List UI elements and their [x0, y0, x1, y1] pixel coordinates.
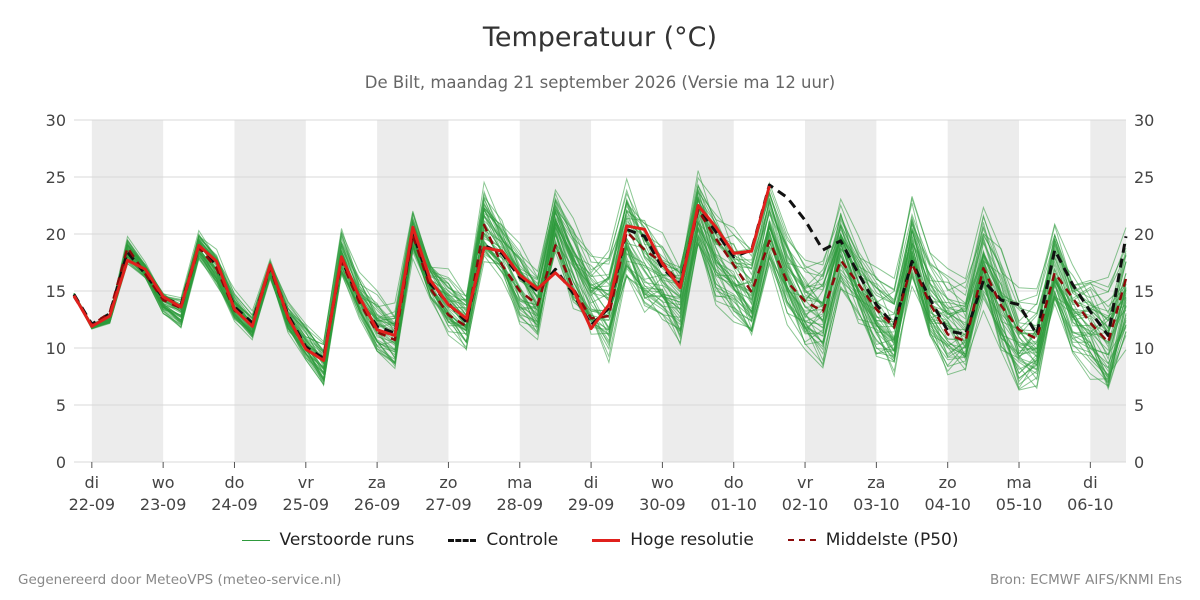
legend-item-high-res[interactable]: Hoge resolutie: [592, 530, 754, 550]
legend-item-control[interactable]: Controle: [448, 530, 558, 550]
x-tick-label-date: 06-10: [1067, 495, 1114, 514]
x-tick-label-day: do: [224, 473, 244, 492]
x-tick-label-date: 04-10: [924, 495, 971, 514]
legend: Verstoorde runs Controle Hoge resolutie …: [0, 530, 1200, 550]
y-tick-label-left: 30: [46, 111, 66, 130]
control-line: [72, 183, 1128, 360]
x-tick-label-day: vr: [797, 473, 813, 492]
y-tick-label-right: 5: [1134, 396, 1144, 415]
chart-subtitle: De Bilt, maandag 21 september 2026 (Vers…: [364, 73, 836, 92]
legend-item-median[interactable]: Middelste (P50): [787, 530, 959, 550]
legend-swatch-high-res: [592, 538, 621, 542]
y-tick-label-left: 20: [46, 225, 66, 244]
x-tick-label-date: 27-09: [425, 495, 472, 514]
x-tick-label-day: za: [368, 473, 386, 492]
y-tick-label-left: 10: [46, 339, 66, 358]
y-tick-label-left: 15: [46, 282, 66, 301]
legend-swatch-ensemble: [241, 539, 270, 541]
legend-label-high-res: Hoge resolutie: [630, 530, 754, 550]
ensemble-run-line: [73, 197, 1127, 346]
y-tick-label-right: 30: [1134, 111, 1154, 130]
y-tick-label-right: 20: [1134, 225, 1154, 244]
main-lines: [72, 183, 1128, 362]
high-res-line: [72, 185, 771, 362]
ensemble-run-line: [73, 241, 1127, 391]
x-tick-label-day: ma: [507, 473, 532, 492]
x-tick-label-day: zo: [939, 473, 957, 492]
ensemble-run-line: [73, 241, 1127, 390]
legend-swatch-median: [787, 539, 816, 541]
x-tick-label-day: wo: [651, 473, 674, 492]
x-tick-label-date: 24-09: [211, 495, 258, 514]
y-tick-label-left: 25: [46, 168, 66, 187]
y-tick-label-right: 25: [1134, 168, 1154, 187]
x-tick-label-day: di: [584, 473, 599, 492]
x-tick-label-date: 30-09: [639, 495, 686, 514]
legend-label-control: Controle: [486, 530, 559, 550]
x-tick-label-day: do: [724, 473, 744, 492]
legend-label-median: Middelste (P50): [825, 530, 959, 550]
legend-item-ensemble[interactable]: Verstoorde runs: [241, 530, 415, 550]
chart-title: Temperatuur (°C): [482, 22, 718, 53]
x-tick-label-date: 05-10: [996, 495, 1043, 514]
x-tick-label-date: 01-10: [710, 495, 757, 514]
x-tick-label-day: di: [85, 473, 100, 492]
x-tick-label-day: wo: [152, 473, 175, 492]
x-tick-label-date: 03-10: [853, 495, 900, 514]
footer-generated-by: Gegenereerd door MeteoVPS (meteo-service…: [18, 572, 342, 588]
x-tick-label-date: 23-09: [140, 495, 187, 514]
x-tick-label-date: 26-09: [354, 495, 401, 514]
ensemble-run-line: [73, 188, 1127, 355]
x-tick-label-date: 29-09: [568, 495, 615, 514]
x-tick-label-day: zo: [439, 473, 457, 492]
y-tick-label-right: 0: [1134, 453, 1144, 472]
x-tick-label-date: 28-09: [497, 495, 544, 514]
ensemble-run-line: [73, 176, 1127, 345]
y-tick-label-right: 10: [1134, 339, 1154, 358]
y-tick-label-right: 15: [1134, 282, 1154, 301]
x-tick-label-date: 25-09: [283, 495, 330, 514]
legend-label-ensemble: Verstoorde runs: [279, 530, 415, 550]
x-tick-label-date: 22-09: [69, 495, 116, 514]
footer-source: Bron: ECMWF AIFS/KNMI Ens: [989, 572, 1182, 588]
x-tick-label-day: vr: [298, 473, 314, 492]
legend-swatch-control: [448, 538, 477, 542]
x-tick-label-day: di: [1083, 473, 1098, 492]
y-tick-label-left: 0: [56, 453, 66, 472]
axes: 0 0 5 5 10 10 15 15 20 20 25 25 30 30 di 22-09 wo 23-09 do…: [46, 111, 1155, 514]
ensemble-run-line: [73, 237, 1127, 391]
x-tick-label-day: ma: [1006, 473, 1031, 492]
y-tick-label-left: 5: [56, 396, 66, 415]
ensemble-run-line: [73, 229, 1127, 378]
x-tick-label-date: 02-10: [782, 495, 829, 514]
x-tick-label-day: za: [867, 473, 885, 492]
